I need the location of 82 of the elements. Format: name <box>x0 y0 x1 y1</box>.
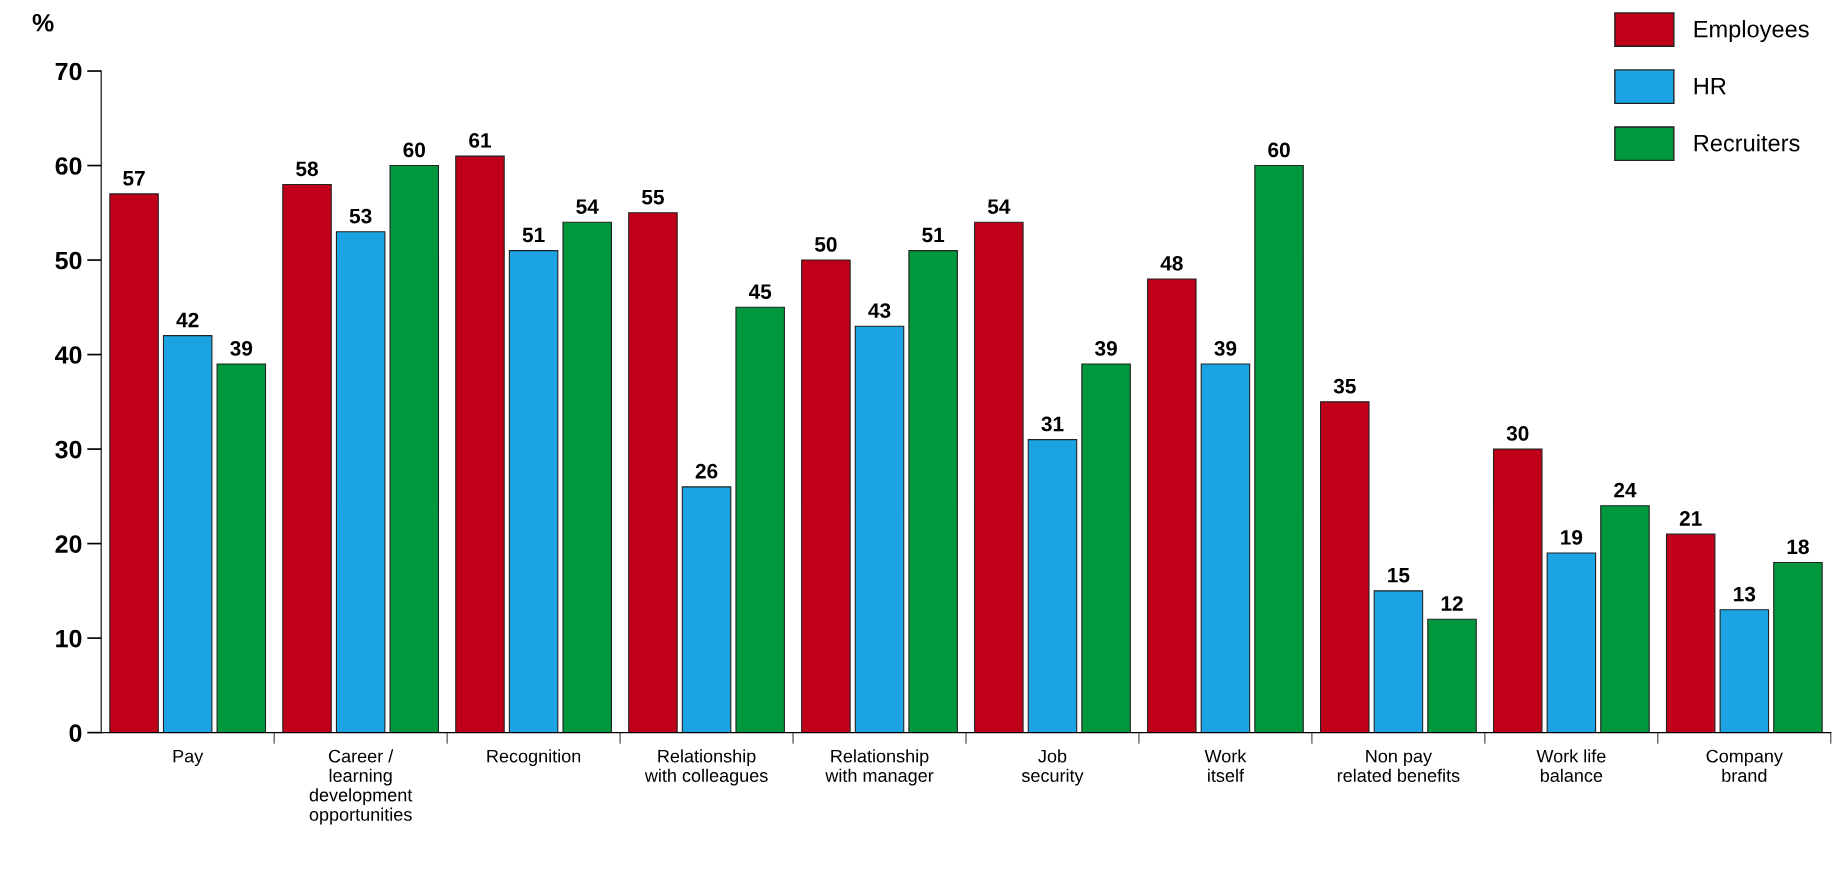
y-axis-title: % <box>32 13 54 32</box>
data-label: 58 <box>296 161 318 177</box>
data-label: 54 <box>987 199 1011 214</box>
data-label: 19 <box>1561 530 1583 545</box>
bar <box>1027 439 1078 733</box>
bar <box>735 306 785 733</box>
x-tick-label: Company brand <box>1706 749 1783 782</box>
x-tick-label: Relationship with colleagues <box>644 749 768 786</box>
bar <box>1773 561 1823 733</box>
bar <box>1600 505 1650 733</box>
bar <box>216 363 267 733</box>
data-label: 51 <box>922 227 945 243</box>
y-tick-label: 70 <box>55 62 82 81</box>
data-label: 55 <box>642 189 664 205</box>
bar <box>282 183 332 733</box>
data-label: 31 <box>1041 416 1064 432</box>
data-label: 26 <box>695 463 718 479</box>
x-tick-label: Non pay related benefits <box>1337 749 1460 782</box>
bar <box>109 193 159 733</box>
data-label: 48 <box>1160 255 1183 271</box>
data-label: 21 <box>1679 511 1702 526</box>
data-label: 15 <box>1388 568 1410 583</box>
data-label: 35 <box>1333 378 1356 394</box>
y-tick-label: 40 <box>55 346 82 364</box>
x-tick-label: Job security <box>1021 749 1084 786</box>
data-label: 18 <box>1787 539 1809 555</box>
x-tick-label: Career / learning development opportunities <box>309 749 413 825</box>
bar <box>1665 533 1716 733</box>
data-label: 60 <box>403 142 425 158</box>
x-tick-label: Work itself <box>1204 749 1247 782</box>
bar <box>1081 363 1131 733</box>
data-label: 50 <box>814 237 837 252</box>
data-label: 54 <box>576 199 599 214</box>
bar <box>974 221 1024 733</box>
bar <box>801 259 851 733</box>
data-label: 61 <box>469 133 491 148</box>
data-label: 39 <box>1094 340 1117 356</box>
data-label: 39 <box>1214 340 1237 356</box>
data-label: 13 <box>1734 586 1756 602</box>
bar <box>908 250 958 733</box>
data-label: 30 <box>1506 426 1529 441</box>
data-label: 53 <box>349 208 372 224</box>
bar <box>1147 278 1197 733</box>
legend-label: Recruiters <box>1694 134 1800 152</box>
x-tick-label: Work life balance <box>1536 749 1606 782</box>
bar <box>1373 590 1424 733</box>
bar <box>1320 401 1370 733</box>
bar <box>1200 363 1251 733</box>
data-label: 43 <box>868 303 891 318</box>
data-label: 51 <box>522 227 545 243</box>
bar <box>562 221 612 733</box>
bar <box>854 325 905 733</box>
legend-label: HR <box>1694 78 1726 95</box>
bar <box>1427 618 1477 733</box>
y-tick-label: 0 <box>69 724 82 742</box>
data-label: 45 <box>748 284 772 300</box>
x-tick-label: Recognition <box>487 749 581 767</box>
data-label: 60 <box>1268 142 1290 158</box>
legend-label: Employees <box>1694 20 1809 43</box>
data-label: 12 <box>1441 596 1463 611</box>
y-tick-label: 50 <box>55 251 82 270</box>
bar <box>681 486 732 733</box>
y-tick-label: 30 <box>55 440 82 459</box>
bar <box>508 250 559 733</box>
y-tick-label: 10 <box>56 629 82 648</box>
bar <box>1719 609 1770 733</box>
bar <box>628 212 678 733</box>
x-tick-label: Pay <box>173 749 204 767</box>
data-label: 57 <box>123 171 145 186</box>
bar <box>162 335 213 733</box>
y-tick-label: 20 <box>55 535 82 553</box>
bar <box>1492 448 1543 733</box>
bar <box>1546 552 1597 733</box>
x-tick-label: Relationship with manager <box>825 749 934 786</box>
bar <box>335 231 386 733</box>
data-label: 39 <box>230 340 253 356</box>
bar <box>389 164 440 733</box>
data-label: 42 <box>176 312 199 328</box>
bar <box>1254 164 1304 733</box>
bar <box>455 155 505 733</box>
data-label: 24 <box>1614 482 1637 498</box>
y-tick-label: 60 <box>55 157 82 175</box>
